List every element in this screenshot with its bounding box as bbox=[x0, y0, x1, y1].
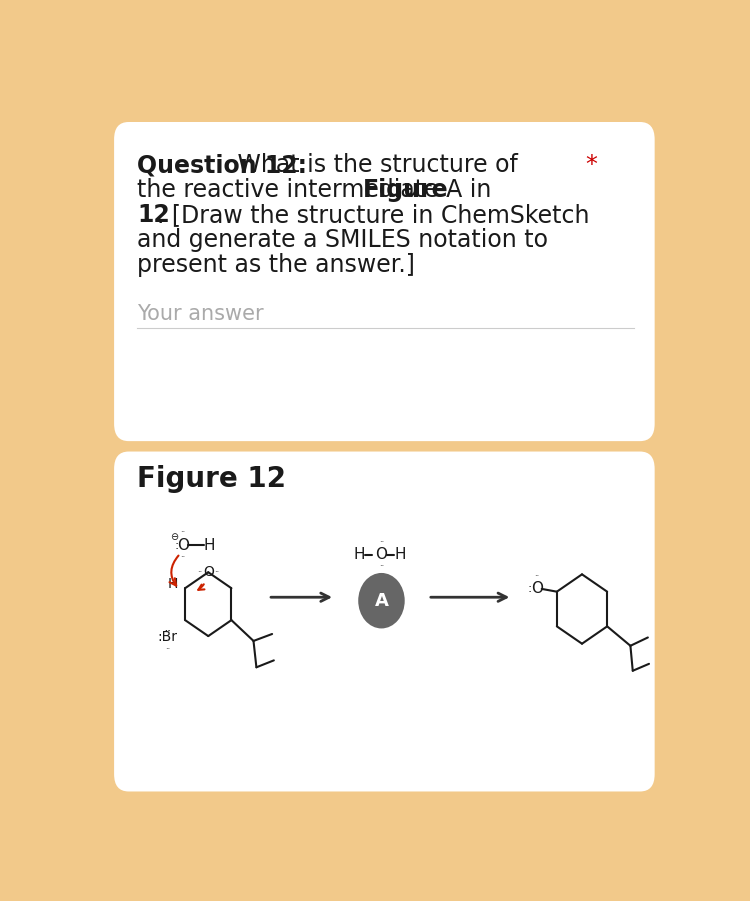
Text: 12: 12 bbox=[137, 203, 170, 227]
Text: present as the answer.]: present as the answer.] bbox=[137, 253, 416, 278]
Text: Question 12:: Question 12: bbox=[137, 153, 308, 177]
Text: ··: ·· bbox=[180, 528, 185, 537]
Text: the reactive intermediate A in: the reactive intermediate A in bbox=[137, 178, 500, 202]
FancyBboxPatch shape bbox=[114, 122, 655, 441]
Text: A: A bbox=[374, 592, 388, 610]
Text: :: : bbox=[527, 582, 531, 596]
Text: ··: ·· bbox=[165, 645, 170, 654]
Text: H: H bbox=[204, 538, 215, 552]
Text: *: * bbox=[585, 153, 597, 177]
Text: H: H bbox=[167, 577, 178, 591]
Text: ··: ·· bbox=[214, 568, 219, 577]
Text: ··: ·· bbox=[180, 553, 185, 562]
Text: H: H bbox=[354, 548, 365, 562]
Text: ··: ·· bbox=[197, 568, 202, 577]
Text: O: O bbox=[177, 538, 189, 552]
Text: Figure 12: Figure 12 bbox=[137, 466, 286, 494]
Text: . [Draw the structure in ChemSketch: . [Draw the structure in ChemSketch bbox=[157, 203, 589, 227]
Text: and generate a SMILES notation to: and generate a SMILES notation to bbox=[137, 228, 548, 252]
Text: ··: ·· bbox=[379, 539, 384, 548]
Text: Figure: Figure bbox=[363, 178, 448, 202]
FancyBboxPatch shape bbox=[114, 451, 655, 791]
Text: H: H bbox=[394, 548, 406, 562]
Text: :B̈r: :B̈r bbox=[158, 631, 178, 644]
Text: ··: ·· bbox=[535, 572, 540, 581]
Circle shape bbox=[358, 573, 405, 629]
Text: ⊖: ⊖ bbox=[170, 532, 178, 542]
Text: O: O bbox=[202, 565, 214, 579]
FancyArrowPatch shape bbox=[170, 556, 178, 586]
FancyArrowPatch shape bbox=[198, 584, 205, 590]
Text: :: : bbox=[174, 539, 178, 551]
Text: What is the structure of: What is the structure of bbox=[230, 153, 518, 177]
Text: O: O bbox=[376, 548, 388, 562]
Text: Your answer: Your answer bbox=[137, 304, 264, 323]
Text: O: O bbox=[531, 581, 543, 596]
Text: ··: ·· bbox=[379, 562, 384, 571]
